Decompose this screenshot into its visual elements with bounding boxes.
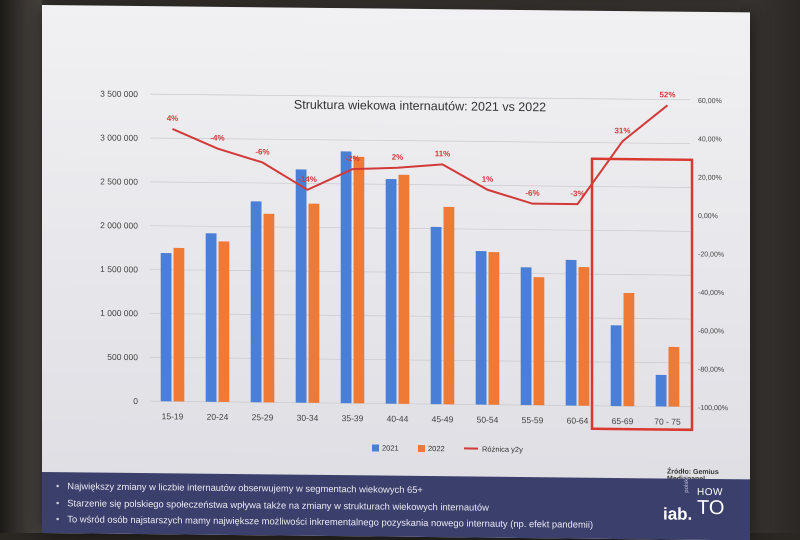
room-wall-left (0, 0, 42, 533)
x-tick-label: 55-59 (522, 415, 544, 425)
y-left-tick-label: 2 000 000 (100, 220, 138, 230)
bar-2022-45-49 (444, 207, 455, 404)
x-tick-label: 60-64 (567, 415, 589, 425)
line-data-label: 11% (435, 149, 451, 158)
y-right-tick-label: -100,00% (698, 405, 728, 412)
y-left-tick-label: 1 000 000 (100, 308, 138, 318)
gridline (150, 226, 690, 232)
gridline (150, 270, 690, 276)
bar-2022-55-59 (534, 277, 545, 405)
bar-2022-15-19 (174, 248, 185, 402)
logo-polska-text: polska (684, 475, 690, 492)
bar-2021-65-69 (611, 325, 622, 406)
x-tick-label: 45-49 (432, 414, 454, 424)
x-tick-label: 15-19 (162, 411, 184, 421)
line-data-label: -3% (570, 189, 584, 198)
y-left-tick-label: 3 000 000 (100, 132, 138, 142)
gridline (150, 138, 690, 144)
legend-label: 2022 (428, 444, 445, 453)
legend-swatch (418, 445, 425, 452)
bar-2021-25-29 (251, 201, 262, 402)
gridline (150, 182, 690, 188)
x-tick-label: 50-54 (477, 415, 499, 425)
bar-2022-65-69 (624, 293, 635, 406)
bar-2021-15-19 (161, 253, 172, 401)
y-left-tick-label: 3 500 000 (100, 89, 138, 99)
y-right-tick-label: -80,00% (698, 366, 724, 373)
bar-2022-60-64 (579, 267, 590, 406)
line-data-label: -2% (345, 154, 359, 163)
y-right-tick-label: 0,00% (698, 213, 718, 220)
line-data-label: -14% (298, 175, 317, 184)
logo-to-text: TO (697, 497, 724, 520)
x-tick-label: 25-29 (252, 412, 274, 422)
line-data-label: 31% (614, 126, 630, 135)
y-right-tick-label: -20,00% (698, 251, 724, 258)
gridline (150, 313, 690, 319)
legend-label: Różnica y2y (482, 445, 523, 454)
bar-2022-25-29 (264, 214, 275, 403)
x-tick-label: 40-44 (387, 414, 409, 424)
bullet-list: Największy zmiany w liczbie internautów … (56, 478, 593, 533)
y-left-tick-label: 500 000 (107, 352, 138, 362)
bar-2021-30-34 (296, 169, 307, 402)
bar-2022-50-54 (489, 252, 500, 405)
x-tick-label: 35-39 (342, 413, 364, 423)
y-right-tick-label: -60,00% (698, 328, 724, 335)
logo-iab-text: iab. (663, 505, 692, 525)
gridline (150, 401, 690, 407)
bar-2021-20-24 (206, 233, 217, 402)
bar-2022-70 - 75 (669, 347, 680, 407)
bar-2021-55-59 (521, 267, 532, 405)
bar-2022-35-39 (354, 157, 365, 404)
legend-label: 2021 (382, 444, 399, 453)
bar-2022-20-24 (219, 241, 230, 402)
bar-2021-50-54 (476, 251, 487, 405)
iab-howto-logo: iab. polska HOW TO (657, 486, 737, 531)
x-tick-label: 65-69 (612, 416, 634, 426)
bar-2021-35-39 (341, 151, 352, 403)
y-right-tick-label: 40,00% (698, 136, 722, 143)
x-tick-label: 30-34 (297, 413, 319, 423)
x-tick-label: 20-24 (207, 412, 229, 422)
y-right-tick-label: 60,00% (698, 98, 722, 105)
projector-screen: Struktura wiekowa internautów: 2021 vs 2… (42, 5, 750, 540)
line-data-label: 1% (482, 175, 494, 184)
line-data-label: -4% (210, 133, 224, 142)
y-left-tick-label: 1 500 000 (100, 264, 138, 274)
y-right-tick-label: -40,00% (698, 290, 724, 297)
legend-swatch (372, 444, 379, 451)
chart-title: Struktura wiekowa internautów: 2021 vs 2… (294, 98, 546, 115)
line-data-label: 4% (167, 114, 179, 123)
bar-2022-40-44 (399, 175, 410, 404)
age-structure-chart: Struktura wiekowa internautów: 2021 vs 2… (42, 5, 750, 472)
bar-2022-30-34 (309, 204, 320, 403)
bar-2021-70 - 75 (656, 375, 667, 407)
bar-2021-45-49 (431, 227, 442, 404)
line-data-label: 2% (392, 153, 404, 162)
line-data-label: 52% (659, 90, 675, 99)
bar-2021-40-44 (386, 179, 397, 404)
line-data-label: -6% (525, 189, 539, 198)
y-right-tick-label: 20,00% (698, 175, 722, 182)
y-left-tick-label: 2 500 000 (100, 176, 138, 186)
bar-2021-60-64 (566, 260, 577, 406)
gridline (150, 357, 690, 363)
x-tick-label: 70 - 75 (654, 416, 681, 426)
y-left-tick-label: 0 (133, 396, 138, 406)
line-data-label: -6% (255, 147, 269, 156)
slide-footer: Największy zmiany w liczbie internautów … (42, 472, 750, 540)
